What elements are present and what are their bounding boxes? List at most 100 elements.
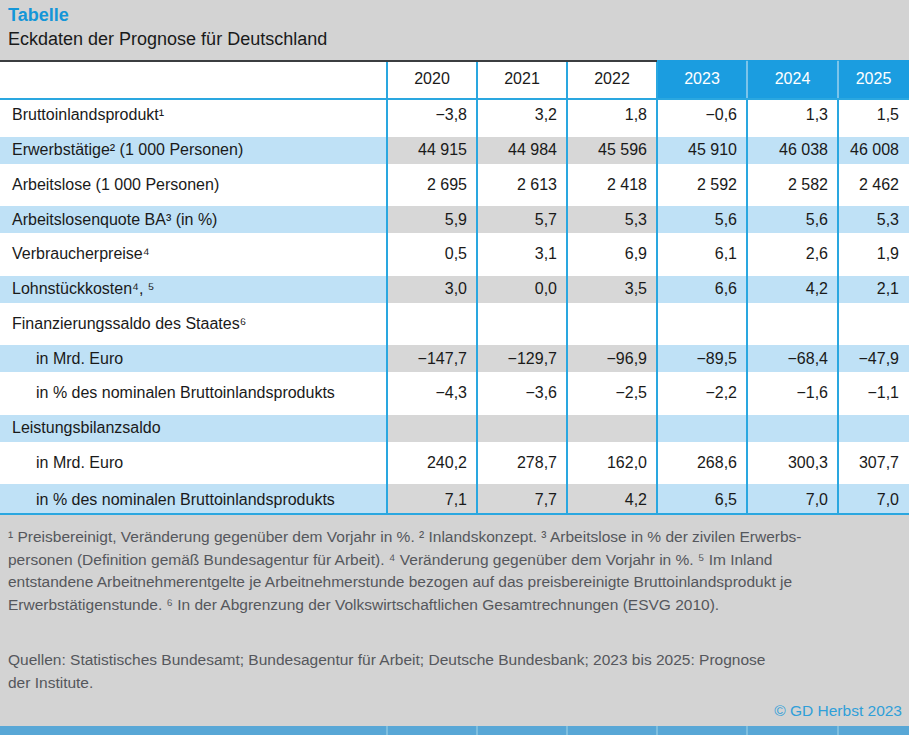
table-cell: 5,7 <box>477 202 567 237</box>
row-label: Verbraucherpreise⁴ <box>0 237 387 272</box>
sources-note: Quellen: Statistisches Bundesamt; Bundes… <box>8 649 903 694</box>
table-cell: −89,5 <box>657 341 747 376</box>
table-cell: 307,7 <box>838 446 909 481</box>
table-cell: −3,6 <box>477 376 567 411</box>
column-divider <box>837 60 839 515</box>
row-label: in % des nominalen Bruttoinlandsprodukts <box>0 376 387 411</box>
table-cell <box>838 411 909 446</box>
table-cell: 1,5 <box>838 98 909 133</box>
table-cell: −68,4 <box>747 341 838 376</box>
table-cell <box>387 411 477 446</box>
table-cell: −4,3 <box>387 376 477 411</box>
table-cell <box>477 307 567 342</box>
table-cell: −2,2 <box>657 376 747 411</box>
table-row-bip: Bruttoinlandsprodukt¹ −3,8 3,2 1,8 −0,6 … <box>0 98 909 133</box>
table-row-erwerbstaetige: Erwerbstätige² (1 000 Personen) 44 915 4… <box>0 133 909 168</box>
table-bottom-border <box>0 513 909 515</box>
table-cell: 2 592 <box>657 168 747 203</box>
table-cell: 3,1 <box>477 237 567 272</box>
footnote-line: ¹ Preisbereinigt, Veränderung gegenüber … <box>8 526 903 549</box>
copyright-note: © GD Herbst 2023 <box>774 702 902 720</box>
table-cell: 45 596 <box>567 133 657 168</box>
figure-kicker: Tabelle <box>8 5 69 26</box>
table-cell <box>567 307 657 342</box>
row-label: Leistungsbilanzsaldo <box>0 411 387 446</box>
table-top-border <box>0 60 657 62</box>
table-cell: 3,2 <box>477 98 567 133</box>
table-cell: 45 910 <box>657 133 747 168</box>
table-row-finanzierungssaldo-mrd: in Mrd. Euro −147,7 −129,7 −96,9 −89,5 −… <box>0 341 909 376</box>
header-column-divider <box>837 61 839 98</box>
table-cell: 2,6 <box>747 237 838 272</box>
table-cell: 46 038 <box>747 133 838 168</box>
bottom-bar-tick <box>746 726 748 735</box>
table-cell: −47,9 <box>838 341 909 376</box>
table-row-finanzierungssaldo-pct: in % des nominalen Bruttoinlandsprodukts… <box>0 376 909 411</box>
table-cell: 5,6 <box>657 202 747 237</box>
row-label: Erwerbstätige² (1 000 Personen) <box>0 133 387 168</box>
table-cell: 2,1 <box>838 272 909 307</box>
sources-line: der Institute. <box>8 672 903 695</box>
table-cell: 5,3 <box>567 202 657 237</box>
table-cell: 3,0 <box>387 272 477 307</box>
table-cell <box>838 307 909 342</box>
table-cell: 0,5 <box>387 237 477 272</box>
bottom-bar-tick <box>837 726 839 735</box>
table-cell: 240,2 <box>387 446 477 481</box>
table-cell: −129,7 <box>477 341 567 376</box>
column-header-blank <box>0 60 387 98</box>
table-cell: 268,6 <box>657 446 747 481</box>
table-cell: 7,0 <box>838 480 909 515</box>
bottom-accent-bar <box>0 726 909 735</box>
table-cell: 44 984 <box>477 133 567 168</box>
table-row-leistungsbilanzsaldo: Leistungsbilanzsaldo <box>0 411 909 446</box>
row-label: Arbeitslosenquote BA³ (in %) <box>0 202 387 237</box>
bottom-bar-tick <box>566 726 568 735</box>
forecast-table: 2020 2021 2022 2023 2024 2025 Bruttoinla… <box>0 60 909 515</box>
header-column-divider <box>746 61 748 98</box>
row-label: in Mrd. Euro <box>0 341 387 376</box>
table-cell: 2 695 <box>387 168 477 203</box>
bottom-bar-tick <box>386 726 388 735</box>
table-cell: −0,6 <box>657 98 747 133</box>
table-cell <box>657 307 747 342</box>
row-label: in % des nominalen Bruttoinlandsprodukts <box>0 480 387 515</box>
row-label: Arbeitslose (1 000 Personen) <box>0 168 387 203</box>
column-divider <box>746 60 748 515</box>
footnotes: ¹ Preisbereinigt, Veränderung gegenüber … <box>8 526 903 616</box>
table-cell: 6,9 <box>567 237 657 272</box>
table-cell: 2 613 <box>477 168 567 203</box>
row-label: Finanzierungssaldo des Staates⁶ <box>0 307 387 342</box>
table-row-leistungsbilanz-mrd: in Mrd. Euro 240,2 278,7 162,0 268,6 300… <box>0 446 909 481</box>
table-row-arbeitslose: Arbeitslose (1 000 Personen) 2 695 2 613… <box>0 168 909 203</box>
table-cell: 6,1 <box>657 237 747 272</box>
column-header-2025: 2025 <box>838 60 909 98</box>
table-cell: 5,9 <box>387 202 477 237</box>
table-cell: 5,3 <box>838 202 909 237</box>
table-cell <box>567 411 657 446</box>
table-cell: 7,1 <box>387 480 477 515</box>
table-cell <box>747 307 838 342</box>
table-cell <box>477 411 567 446</box>
bottom-bar-tick <box>656 726 658 735</box>
table-cell: 1,3 <box>747 98 838 133</box>
bottom-bar-tick <box>476 726 478 735</box>
table-cell: −96,9 <box>567 341 657 376</box>
table-cell: −3,8 <box>387 98 477 133</box>
header-bottom-border <box>0 98 909 100</box>
sources-line: Quellen: Statistisches Bundesamt; Bundes… <box>8 649 903 672</box>
table-cell: 7,7 <box>477 480 567 515</box>
column-header-2024: 2024 <box>747 60 838 98</box>
column-divider <box>656 60 658 515</box>
column-divider <box>566 60 568 515</box>
table-cell: −1,6 <box>747 376 838 411</box>
table-cell: 5,6 <box>747 202 838 237</box>
table-cell: 300,3 <box>747 446 838 481</box>
table-cell: −1,1 <box>838 376 909 411</box>
table-cell: 46 008 <box>838 133 909 168</box>
table-cell: 2 418 <box>567 168 657 203</box>
row-label: in Mrd. Euro <box>0 446 387 481</box>
table-figure: Tabelle Eckdaten der Prognose für Deutsc… <box>0 0 909 735</box>
column-header-2022: 2022 <box>567 60 657 98</box>
data-table-area: 2020 2021 2022 2023 2024 2025 Bruttoinla… <box>0 60 909 516</box>
